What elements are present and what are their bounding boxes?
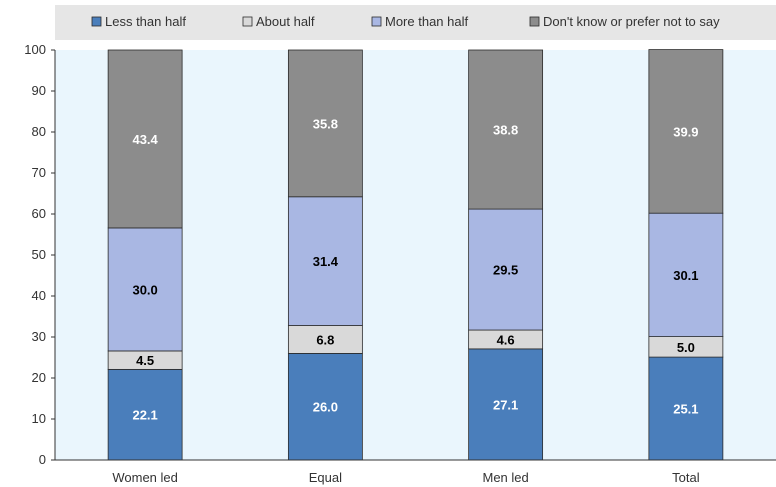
value-label: 22.1 <box>132 408 157 423</box>
y-tick-label: 70 <box>32 165 46 180</box>
value-label: 6.8 <box>316 332 334 347</box>
bar-segment <box>648 356 724 461</box>
y-axis: 0 10 20 30 40 50 60 70 80 90 100 <box>24 42 56 467</box>
legend-label: Less than half <box>105 14 186 29</box>
legend-label: Don't know or prefer not to say <box>543 14 720 29</box>
value-label: 35.8 <box>313 116 338 131</box>
value-label: 30.1 <box>673 268 698 283</box>
bar-segment <box>287 352 363 461</box>
legend-swatch <box>91 16 102 27</box>
value-label: 27.1 <box>493 397 518 412</box>
y-tick-label: 80 <box>32 124 46 139</box>
y-tick-label: 0 <box>39 452 46 467</box>
bar-segment <box>107 49 183 229</box>
legend-label: About half <box>256 14 315 29</box>
value-label: 4.6 <box>497 332 515 347</box>
legend-swatch <box>529 16 540 27</box>
value-label: 5.0 <box>677 340 695 355</box>
legend: Less than half About half More than half Do… <box>91 14 720 29</box>
bars: 22.1 4.5 30.0 43.4 26.0 6.8 31.4 35.8 27.1 4.6 29.… <box>107 49 724 461</box>
bar-segment <box>107 368 183 461</box>
y-tick-label: 90 <box>32 83 46 98</box>
bar-segment <box>287 49 363 198</box>
value-label: 31.4 <box>313 254 339 269</box>
legend-background <box>55 5 776 40</box>
value-label: 26.0 <box>313 400 338 415</box>
bar-segment <box>287 325 363 354</box>
bar-segment <box>648 49 724 214</box>
value-label: 29.5 <box>493 263 518 278</box>
y-tick-label: 100 <box>24 42 46 57</box>
legend-label: More than half <box>385 14 468 29</box>
bar-segment <box>468 49 544 210</box>
x-tick-label: Equal <box>309 470 342 485</box>
y-tick-label: 10 <box>32 411 46 426</box>
x-axis: Women led Equal Men led Total <box>112 470 699 485</box>
legend-swatch <box>242 16 253 27</box>
y-tick-label: 40 <box>32 288 46 303</box>
bar-segment <box>107 227 183 352</box>
bar-segment <box>648 212 724 337</box>
y-tick-label: 60 <box>32 206 46 221</box>
value-label: 39.9 <box>673 124 698 139</box>
x-tick-label: Total <box>672 470 700 485</box>
x-tick-label: Women led <box>112 470 178 485</box>
value-label: 4.5 <box>136 353 154 368</box>
bar-segment <box>287 196 363 326</box>
y-tick-label: 20 <box>32 370 46 385</box>
value-label: 43.4 <box>132 132 158 147</box>
x-tick-label: Men led <box>483 470 529 485</box>
bar-segment <box>468 348 544 461</box>
value-label: 38.8 <box>493 123 518 138</box>
legend-swatch <box>371 16 382 27</box>
y-tick-label: 30 <box>32 329 46 344</box>
value-label: 30.0 <box>132 282 157 297</box>
bar-segment <box>468 208 544 331</box>
value-label: 25.1 <box>673 402 698 417</box>
y-tick-label: 50 <box>32 247 46 262</box>
